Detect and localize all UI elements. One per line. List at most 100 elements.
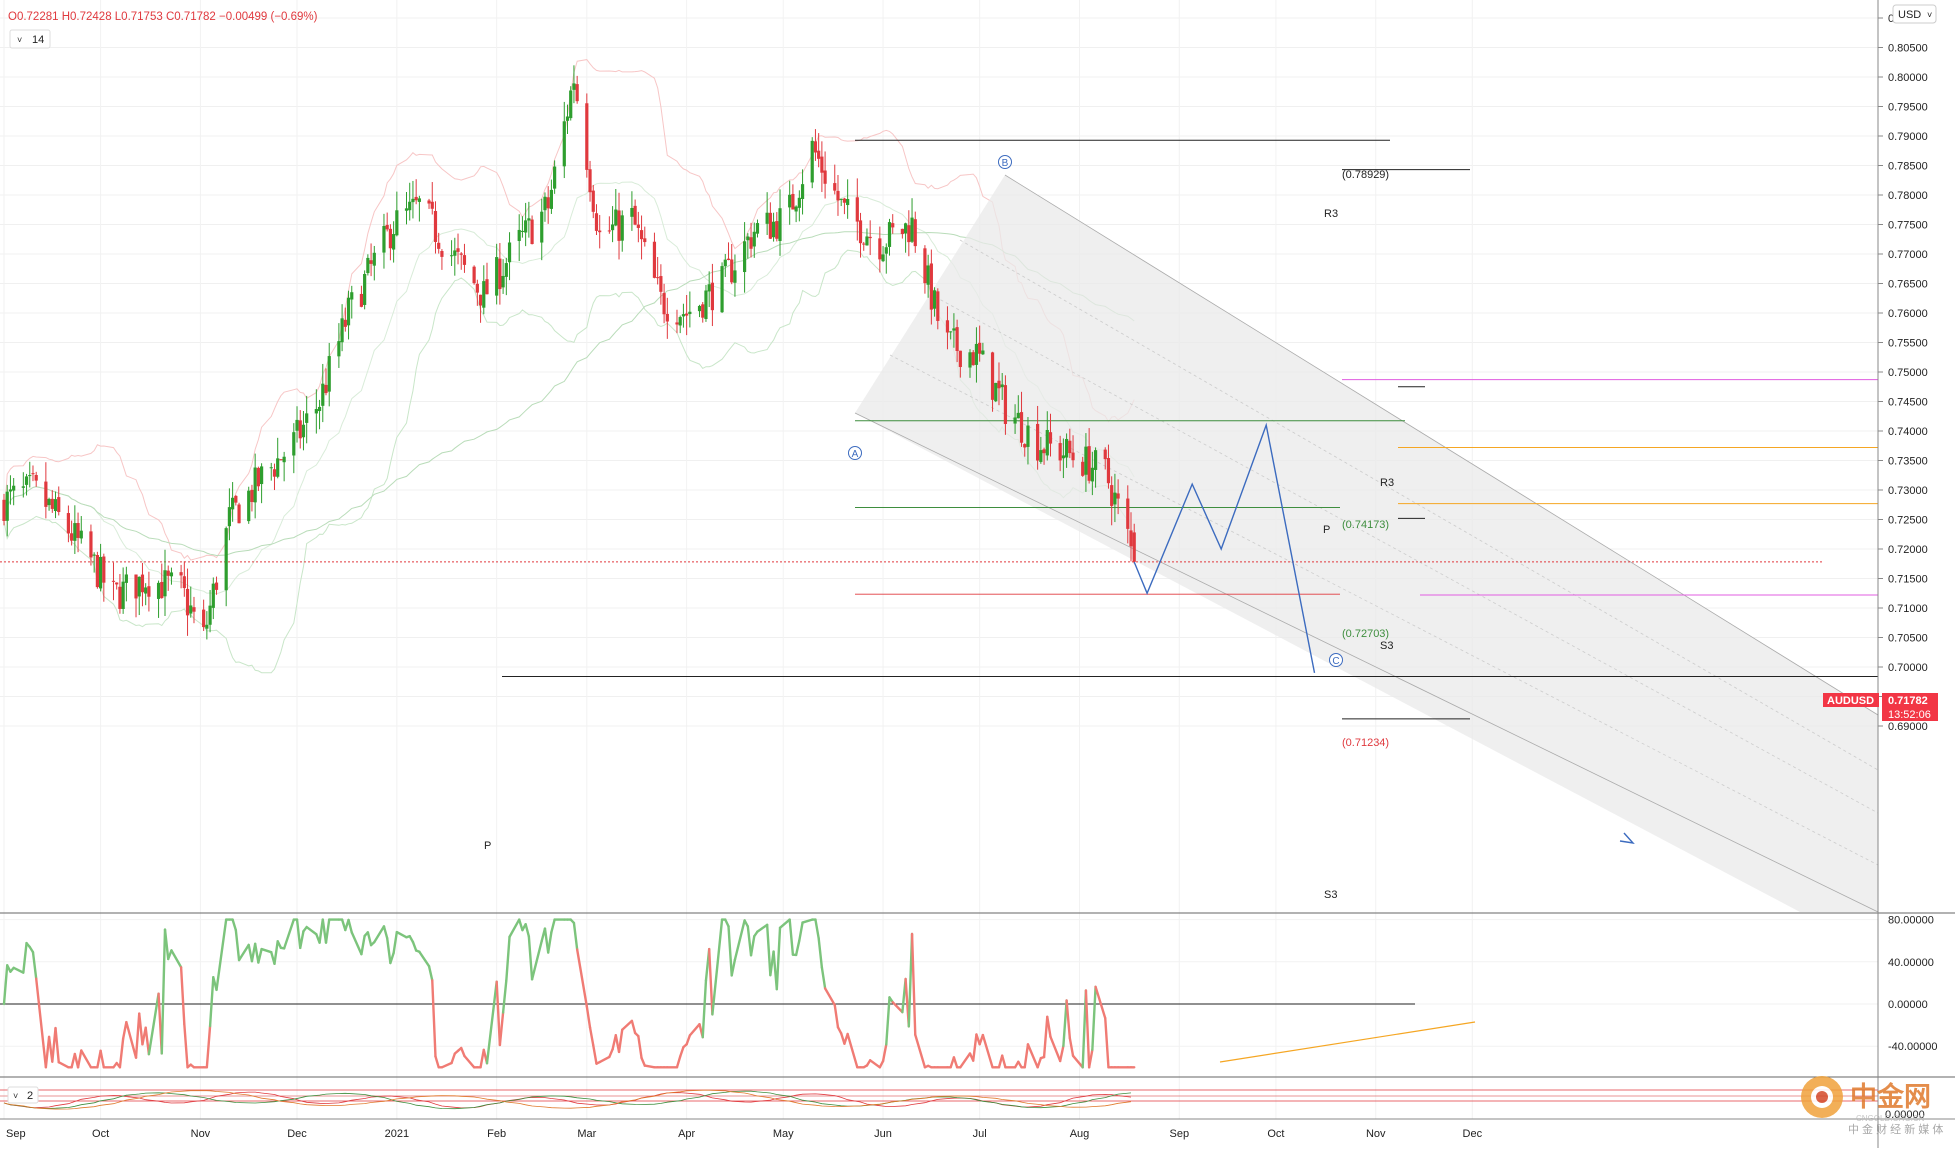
time-tick-label: Aug	[1070, 1128, 1090, 1140]
candle-body	[933, 290, 936, 308]
candle-body	[2, 500, 5, 521]
candle-body	[22, 486, 25, 487]
candle-body	[846, 199, 849, 205]
candle-body	[47, 499, 50, 505]
candle-body	[456, 248, 459, 252]
candle-body	[254, 468, 257, 503]
candle-body	[44, 482, 47, 507]
candle-body	[798, 198, 801, 208]
candle-body	[57, 497, 60, 512]
candle-body	[756, 223, 759, 234]
candle-body	[67, 513, 70, 533]
candle-body	[666, 314, 669, 322]
candle-body	[994, 383, 997, 401]
candle-body	[476, 284, 479, 293]
candle-body	[543, 197, 546, 210]
countdown-tag: 13:52:06	[1888, 709, 1931, 721]
candle-body	[51, 499, 54, 509]
candle-body	[70, 533, 73, 540]
candle-body	[257, 468, 260, 486]
candle-body	[337, 341, 340, 356]
candle-body	[814, 141, 817, 152]
candle-body	[415, 197, 418, 200]
price-tick-label: 0.71500	[1888, 574, 1928, 586]
candle-body	[183, 576, 186, 588]
candle-body	[366, 258, 369, 273]
pivot-p-low-label: P	[484, 840, 491, 852]
price-tick-label: 0.70500	[1888, 633, 1928, 645]
wave-b-label: B	[1002, 158, 1009, 169]
sub2-selector[interactable]: ˅ 2	[8, 1087, 38, 1103]
candle-body	[295, 420, 298, 431]
candle-body	[115, 583, 118, 585]
candle-body	[833, 183, 836, 191]
candle-body	[1001, 384, 1004, 387]
price-tick-label: 0.74000	[1888, 426, 1928, 438]
candle-body	[521, 231, 524, 232]
candle-body	[463, 255, 466, 265]
candle-body	[279, 459, 282, 460]
candle-body	[698, 306, 701, 311]
level-3-label: (0.71234)	[1342, 737, 1389, 749]
candle-body	[360, 294, 363, 307]
time-tick-label: Oct	[92, 1128, 109, 1140]
candle-body	[611, 224, 614, 230]
pivot-s3-low-label: S3	[1324, 889, 1337, 901]
currency-button[interactable]: USD ˅	[1893, 5, 1936, 23]
candle-body	[791, 194, 794, 210]
period-selector[interactable]: ˅ 14	[10, 30, 50, 48]
level-b-label: (0.78929)	[1342, 169, 1389, 181]
ohlc-legend: O0.72281 H0.72428 L0.71753 C0.71782 −0.0…	[8, 11, 318, 23]
price-tick-label: 0.77000	[1888, 249, 1928, 261]
candle-body	[502, 276, 505, 287]
candle-body	[25, 476, 28, 484]
candle-body	[704, 291, 707, 319]
price-tick-label: 0.79500	[1888, 102, 1928, 114]
candle-body	[843, 199, 846, 203]
osc-tick-label: 80.00000	[1888, 915, 1934, 927]
candle-body	[1091, 468, 1094, 482]
candle-body	[640, 230, 643, 239]
candle-body	[527, 218, 530, 220]
candle-body	[363, 274, 366, 305]
candle-body	[563, 121, 566, 166]
candle-body	[617, 210, 620, 240]
candle-body	[122, 582, 125, 609]
candle-body	[386, 225, 389, 229]
candle-body	[749, 237, 752, 249]
candle-body	[708, 284, 711, 291]
collapse-chevron-icon: ˅	[17, 35, 22, 45]
sub2-label: 2	[27, 1090, 33, 1102]
candle-body	[118, 587, 121, 609]
candle-body	[157, 583, 160, 599]
candle-body	[1110, 485, 1113, 506]
candle-body	[440, 251, 443, 257]
candle-body	[80, 531, 83, 539]
candle-body	[572, 83, 575, 89]
candle-body	[1046, 430, 1049, 455]
price-tick-label: 0.70000	[1888, 662, 1928, 674]
candle-body	[518, 230, 521, 241]
candle-body	[495, 257, 498, 296]
candle-body	[460, 253, 463, 254]
candle-body	[1013, 417, 1016, 423]
candle-body	[724, 260, 727, 267]
candle-body	[273, 469, 276, 476]
candle-body	[270, 467, 273, 468]
candle-body	[1039, 450, 1042, 462]
candle-body	[1042, 449, 1045, 453]
candle-body	[1059, 443, 1062, 460]
candle-body	[302, 425, 305, 438]
price-tick-label: 0.72500	[1888, 515, 1928, 527]
candle-body	[701, 304, 704, 317]
candle-body	[1068, 441, 1071, 453]
candle-body	[1023, 444, 1026, 447]
candle-body	[305, 413, 308, 423]
price-tick-label: 0.77500	[1888, 220, 1928, 232]
candle-body	[427, 200, 430, 203]
price-tick-label: 0.75500	[1888, 338, 1928, 350]
symbol-tag: AUDUSD	[1827, 695, 1874, 707]
pivot-r3-mid-label: R3	[1380, 477, 1394, 489]
candle-body	[208, 606, 211, 625]
